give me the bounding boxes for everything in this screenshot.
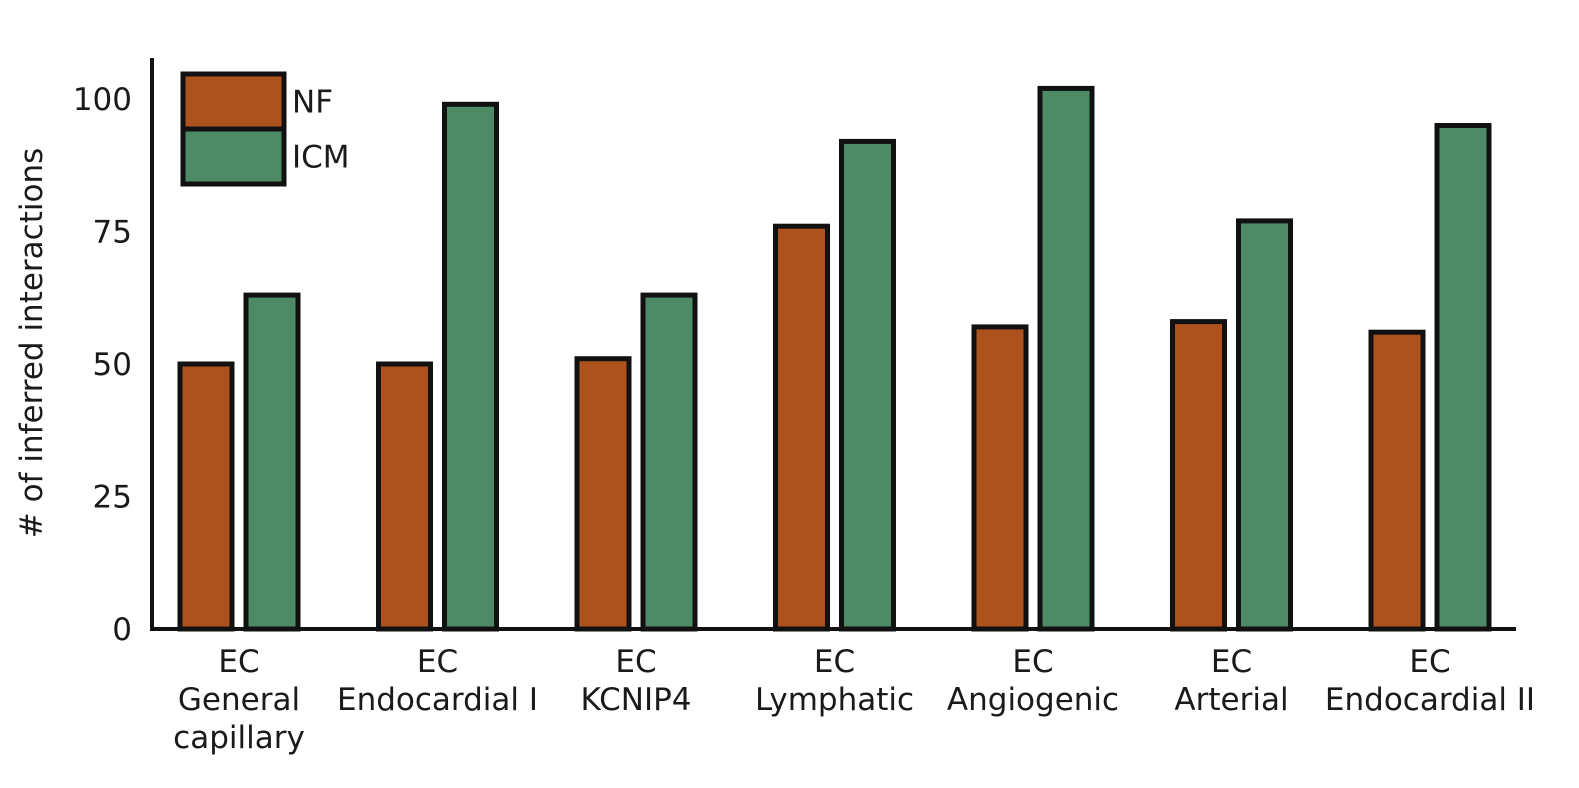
bar-icm-7 xyxy=(1434,123,1492,632)
x-tick-label: Endocardial I xyxy=(337,682,538,718)
legend-swatch-icm xyxy=(180,126,287,187)
bar-nf-1 xyxy=(177,361,235,632)
bar-nf-2 xyxy=(376,361,433,632)
x-tick-label: EC xyxy=(1409,644,1450,680)
x-tick-label: EC xyxy=(218,644,259,680)
bar-nf-3 xyxy=(574,356,632,632)
x-tick-label: EC xyxy=(814,644,855,680)
bar-nf-6 xyxy=(1170,319,1227,632)
bar-icm-5 xyxy=(1037,85,1095,632)
bar-icm-3 xyxy=(640,292,698,632)
bar-icm-1 xyxy=(243,292,301,632)
y-tick-label: 100 xyxy=(73,82,132,118)
x-tick-label: General xyxy=(178,682,300,718)
bars-layer xyxy=(177,85,1492,632)
y-tick-label: 50 xyxy=(93,347,132,383)
x-tick-label: EC xyxy=(1211,644,1252,680)
y-tick-label: 25 xyxy=(93,480,132,516)
bar-icm-2 xyxy=(442,101,499,632)
y-axis-title: # of inferred interactions xyxy=(14,148,50,538)
y-tick-labels: 0 25 50 75 100 xyxy=(73,82,132,648)
y-tick-label: 75 xyxy=(93,215,132,251)
x-tick-label: EC xyxy=(615,644,656,680)
legend: NF ICM xyxy=(180,71,350,187)
x-tick-label: Lymphatic xyxy=(755,682,914,718)
x-tick-label: Endocardial II xyxy=(1325,682,1535,718)
legend-swatch-nf xyxy=(180,71,287,132)
x-tick-label: EC xyxy=(1012,644,1053,680)
x-tick-label: capillary xyxy=(173,720,305,756)
x-tick-label: Angiogenic xyxy=(947,682,1119,718)
x-tick-label: Arterial xyxy=(1174,682,1288,718)
legend-label-nf: NF xyxy=(292,85,333,121)
bar-nf-7 xyxy=(1368,329,1426,632)
bar-nf-5 xyxy=(971,324,1029,632)
legend-label-icm: ICM xyxy=(292,140,350,176)
x-tick-label: EC xyxy=(417,644,458,680)
bar-nf-4 xyxy=(773,223,830,632)
bar-icm-4 xyxy=(839,138,896,632)
y-axis-title-group: # of inferred interactions xyxy=(14,148,50,538)
x-tick-label: KCNIP4 xyxy=(580,682,691,718)
y-tick-label: 0 xyxy=(112,612,132,648)
bar-icm-6 xyxy=(1236,218,1293,632)
